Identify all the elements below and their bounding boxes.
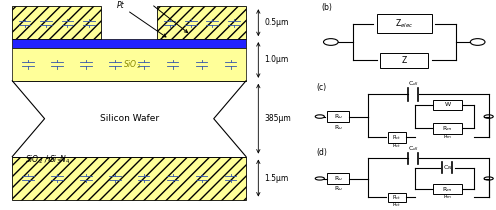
Text: 1.0μm: 1.0μm (264, 55, 289, 64)
Text: R$_{u}$: R$_{u}$ (334, 123, 343, 132)
Bar (327, 173, 349, 184)
Polygon shape (12, 39, 246, 48)
Text: R$_{u}$: R$_{u}$ (334, 174, 343, 183)
Text: R$_{ct}$: R$_{ct}$ (392, 133, 402, 142)
Bar (388, 193, 406, 202)
Text: SiO$_2$ / Si$_3$N$_4$: SiO$_2$ / Si$_3$N$_4$ (25, 154, 70, 166)
Text: (c): (c) (316, 83, 326, 92)
Bar (377, 14, 432, 33)
Bar (433, 100, 462, 110)
Text: R$_{u}$: R$_{u}$ (334, 112, 343, 121)
Text: R$_{m}$: R$_{m}$ (442, 185, 452, 194)
Text: C$_{dl}$: C$_{dl}$ (408, 144, 419, 153)
Bar (433, 123, 462, 134)
Text: Z: Z (402, 56, 407, 65)
Bar (433, 184, 462, 194)
Bar (388, 132, 406, 143)
Text: 385μm: 385μm (264, 114, 291, 123)
Text: R$_{ct}$: R$_{ct}$ (392, 200, 402, 209)
Bar (380, 53, 428, 68)
Polygon shape (12, 157, 246, 200)
Text: R$_{m}$: R$_{m}$ (442, 124, 452, 133)
Text: 0.5μm: 0.5μm (264, 18, 289, 27)
Polygon shape (12, 81, 246, 157)
Text: Pt: Pt (117, 1, 166, 37)
Text: 1.5μm: 1.5μm (264, 173, 289, 182)
Text: Silicon Wafer: Silicon Wafer (100, 114, 159, 123)
Text: R$_{ct}$: R$_{ct}$ (392, 193, 402, 202)
Text: W: W (444, 102, 450, 107)
Polygon shape (12, 48, 246, 81)
Text: (b): (b) (321, 3, 332, 12)
Bar (327, 111, 349, 122)
Polygon shape (157, 6, 246, 39)
Text: Si$_3$N$_4$: Si$_3$N$_4$ (129, 0, 187, 33)
Text: R$_{m}$: R$_{m}$ (442, 192, 452, 201)
Polygon shape (12, 6, 101, 39)
Text: Z$_{elec}$: Z$_{elec}$ (395, 17, 413, 30)
Text: R$_{u}$: R$_{u}$ (334, 184, 343, 193)
Text: R$_{ct}$: R$_{ct}$ (392, 141, 402, 150)
Text: C$_{dl}$: C$_{dl}$ (408, 79, 419, 88)
Text: C$_{N}$: C$_{N}$ (442, 163, 452, 172)
Text: R$_{m}$: R$_{m}$ (442, 132, 452, 141)
Text: SiO$_2$: SiO$_2$ (124, 58, 141, 71)
Text: (d): (d) (316, 148, 327, 157)
